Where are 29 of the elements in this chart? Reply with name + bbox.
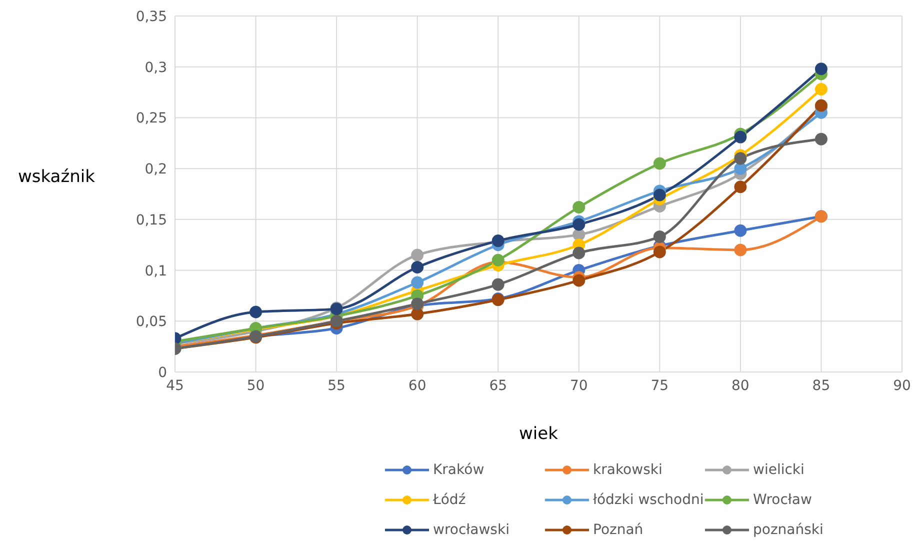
- y-tick-label: 0: [158, 364, 167, 381]
- y-tick-label: 0,35: [136, 8, 167, 25]
- x-tick-label: 55: [328, 378, 346, 394]
- y-tick-label: 0,3: [144, 60, 167, 76]
- y-tick-label: 0,2: [144, 162, 167, 178]
- x-tick-label: 60: [408, 378, 426, 394]
- y-tick-label: 0,1: [144, 263, 167, 280]
- legend-label: wrocławski: [433, 522, 510, 538]
- legend-label: poznański: [753, 522, 824, 538]
- legend-label: Kraków: [433, 462, 484, 478]
- x-tick-label: 70: [570, 378, 588, 394]
- x-tick-label: 80: [732, 378, 750, 394]
- y-tick-label: 0,25: [136, 110, 167, 127]
- legend-label: Poznań: [593, 522, 644, 538]
- x-tick-label: 90: [893, 378, 911, 394]
- legend-label: Łódź: [433, 492, 466, 508]
- x-tick-label: 50: [246, 378, 265, 394]
- x-tick-label: 85: [812, 378, 830, 394]
- legend-label: Wrocław: [753, 492, 812, 508]
- y-tick-label: 0,15: [136, 212, 167, 228]
- x-tick-label: 45: [166, 378, 184, 394]
- x-axis-title: wiek: [519, 424, 558, 444]
- legend-label: łódzki wschodni: [593, 492, 704, 508]
- y-tick-label: 0,05: [136, 314, 167, 330]
- legend-label: wielicki: [753, 462, 804, 478]
- y-axis-title: wskaźnik: [18, 167, 96, 188]
- x-tick-label: 65: [489, 378, 508, 394]
- x-tick-label: 75: [650, 378, 669, 394]
- legend-label: krakowski: [593, 462, 662, 478]
